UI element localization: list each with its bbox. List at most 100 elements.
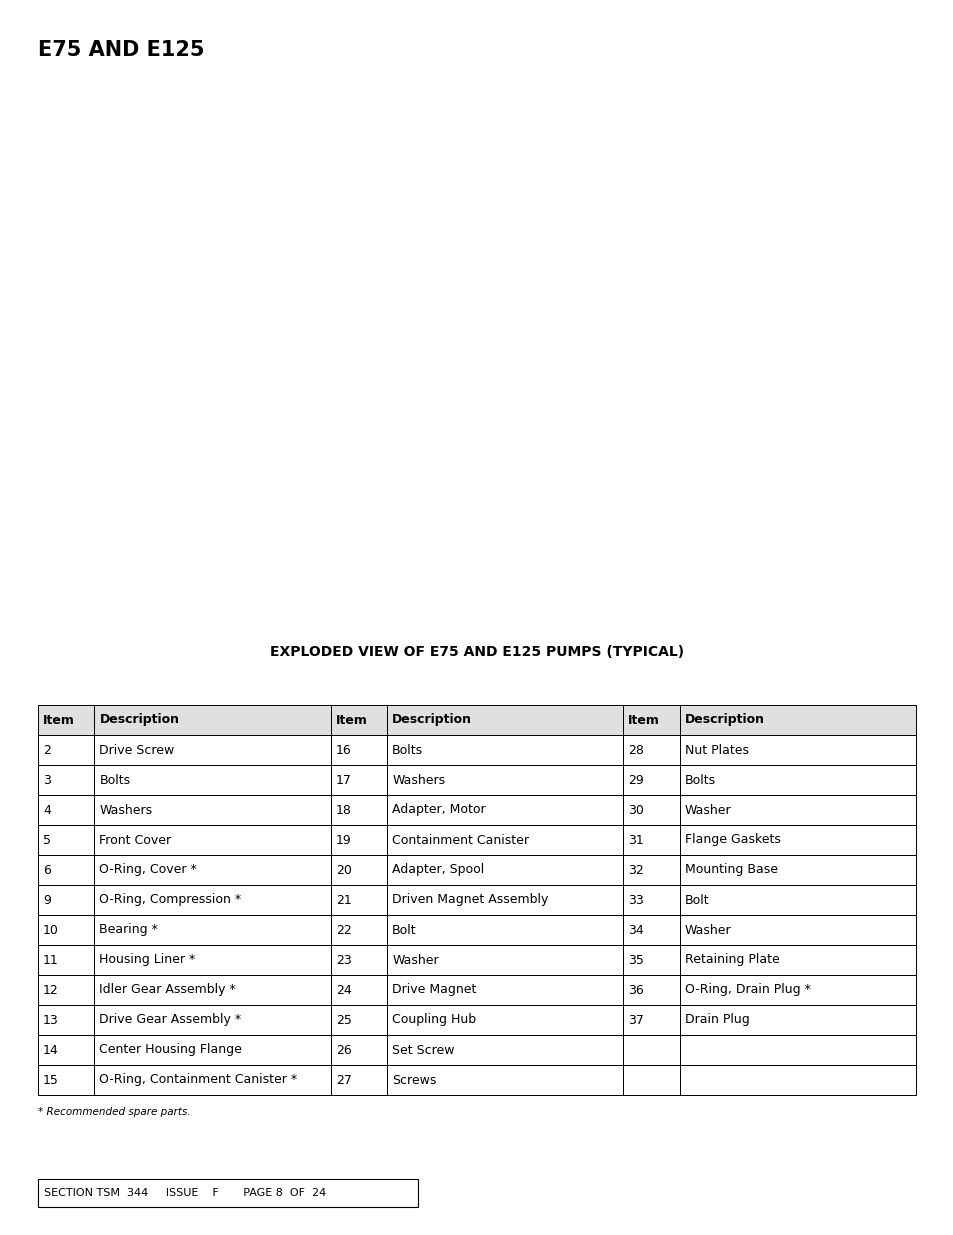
Bar <box>38 795 94 825</box>
Text: 9: 9 <box>43 893 51 906</box>
Text: Idler Gear Assembly *: Idler Gear Assembly * <box>99 983 236 997</box>
Bar <box>38 825 94 855</box>
Bar <box>387 945 622 974</box>
Bar <box>622 945 679 974</box>
Bar <box>331 974 387 1005</box>
Text: 30: 30 <box>628 804 643 816</box>
Text: 33: 33 <box>628 893 643 906</box>
Bar <box>387 1065 622 1095</box>
Text: Washers: Washers <box>392 773 445 787</box>
Bar <box>331 1065 387 1095</box>
Bar <box>679 885 915 915</box>
Text: Flange Gaskets: Flange Gaskets <box>684 834 780 846</box>
Bar <box>38 705 94 735</box>
Bar <box>387 974 622 1005</box>
Bar <box>94 885 331 915</box>
Bar <box>387 795 622 825</box>
Text: Washer: Washer <box>684 804 731 816</box>
Bar <box>331 825 387 855</box>
Bar <box>94 945 331 974</box>
Text: Drive Screw: Drive Screw <box>99 743 174 757</box>
Bar <box>38 855 94 885</box>
Bar <box>94 825 331 855</box>
Text: Description: Description <box>392 714 472 726</box>
Bar <box>622 855 679 885</box>
Text: 35: 35 <box>628 953 643 967</box>
Bar <box>331 915 387 945</box>
Text: Front Cover: Front Cover <box>99 834 172 846</box>
Bar <box>331 705 387 735</box>
Bar <box>94 764 331 795</box>
Bar <box>94 1035 331 1065</box>
Text: 6: 6 <box>43 863 51 877</box>
Text: O-Ring, Drain Plug *: O-Ring, Drain Plug * <box>684 983 810 997</box>
Text: Washers: Washers <box>99 804 152 816</box>
Text: Retaining Plate: Retaining Plate <box>684 953 779 967</box>
Bar <box>387 735 622 764</box>
Bar <box>679 825 915 855</box>
Text: Bolts: Bolts <box>684 773 715 787</box>
Text: Set Screw: Set Screw <box>392 1044 455 1056</box>
Bar <box>331 735 387 764</box>
Text: O-Ring, Cover *: O-Ring, Cover * <box>99 863 197 877</box>
Text: 2: 2 <box>43 743 51 757</box>
Bar <box>679 705 915 735</box>
Bar <box>38 1179 417 1207</box>
Text: 29: 29 <box>628 773 643 787</box>
Text: Mounting Base: Mounting Base <box>684 863 777 877</box>
Text: 32: 32 <box>628 863 643 877</box>
Bar <box>679 735 915 764</box>
Text: Adapter, Motor: Adapter, Motor <box>392 804 485 816</box>
Bar <box>331 764 387 795</box>
Text: 27: 27 <box>335 1073 351 1087</box>
Text: Bearing *: Bearing * <box>99 924 158 936</box>
Text: 16: 16 <box>335 743 351 757</box>
Bar <box>387 915 622 945</box>
Text: 12: 12 <box>43 983 59 997</box>
Bar <box>38 945 94 974</box>
Bar <box>679 945 915 974</box>
Text: Coupling Hub: Coupling Hub <box>392 1014 476 1026</box>
Text: Drain Plug: Drain Plug <box>684 1014 749 1026</box>
Text: Bolt: Bolt <box>392 924 416 936</box>
Text: 15: 15 <box>43 1073 59 1087</box>
Bar <box>387 1035 622 1065</box>
Text: 13: 13 <box>43 1014 59 1026</box>
Text: 34: 34 <box>628 924 643 936</box>
Bar <box>331 1005 387 1035</box>
Bar <box>387 855 622 885</box>
Bar <box>331 855 387 885</box>
Bar <box>38 885 94 915</box>
Bar <box>679 764 915 795</box>
Text: Drive Gear Assembly *: Drive Gear Assembly * <box>99 1014 241 1026</box>
Bar <box>387 1005 622 1035</box>
Bar <box>679 1005 915 1035</box>
Bar <box>622 735 679 764</box>
Bar <box>38 915 94 945</box>
Text: 4: 4 <box>43 804 51 816</box>
Text: Center Housing Flange: Center Housing Flange <box>99 1044 242 1056</box>
Bar <box>387 885 622 915</box>
Bar <box>679 974 915 1005</box>
Text: 21: 21 <box>335 893 351 906</box>
Bar <box>331 885 387 915</box>
Text: Nut Plates: Nut Plates <box>684 743 748 757</box>
Bar <box>387 764 622 795</box>
Bar <box>94 915 331 945</box>
Text: E75 AND E125: E75 AND E125 <box>38 40 204 61</box>
Bar <box>38 1065 94 1095</box>
Bar <box>622 1065 679 1095</box>
Bar <box>622 885 679 915</box>
Bar <box>94 795 331 825</box>
Bar <box>38 764 94 795</box>
Bar <box>38 974 94 1005</box>
Bar <box>94 735 331 764</box>
Bar <box>622 705 679 735</box>
Bar <box>331 1035 387 1065</box>
Text: 23: 23 <box>335 953 351 967</box>
Text: 18: 18 <box>335 804 351 816</box>
Text: 3: 3 <box>43 773 51 787</box>
Text: Bolts: Bolts <box>99 773 131 787</box>
Text: Description: Description <box>684 714 764 726</box>
Text: 14: 14 <box>43 1044 59 1056</box>
